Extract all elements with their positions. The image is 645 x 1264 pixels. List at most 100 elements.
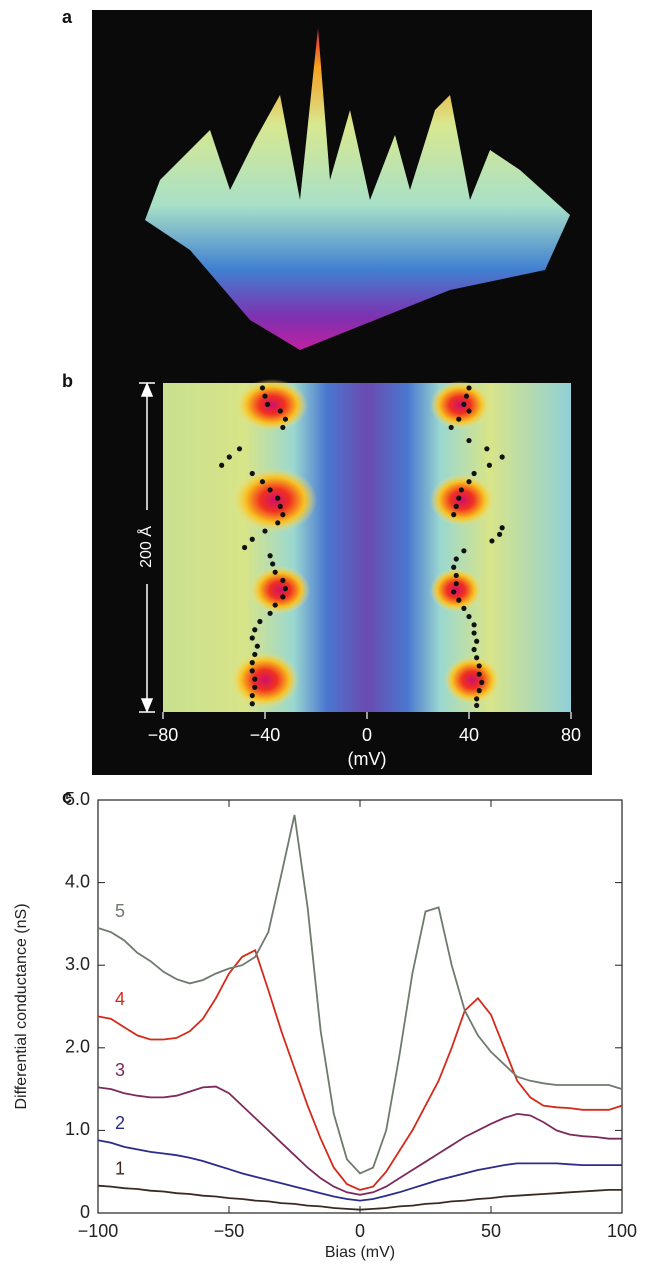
peak-dot bbox=[466, 385, 472, 391]
y-tick-label: 5.0 bbox=[65, 789, 90, 809]
peak-dot bbox=[282, 416, 288, 422]
peak-dot bbox=[476, 688, 482, 694]
peak-dot bbox=[267, 553, 273, 559]
peak-dot bbox=[456, 416, 462, 422]
peak-dot bbox=[448, 424, 454, 431]
x-tick-label: 40 bbox=[459, 725, 479, 745]
peak-dot bbox=[249, 635, 255, 641]
y-axis-label: Differential conductance (nS) bbox=[13, 903, 30, 1109]
peak-dot bbox=[499, 454, 505, 460]
peak-dot bbox=[272, 602, 278, 608]
curve-label: 3 bbox=[115, 1060, 125, 1080]
x-tick-label: −80 bbox=[148, 725, 179, 745]
curve bbox=[97, 1139, 622, 1202]
peak-dot bbox=[476, 671, 482, 677]
peak-dot bbox=[471, 470, 477, 477]
curve-label: 2 bbox=[115, 1113, 125, 1133]
x-tick-label: 80 bbox=[561, 725, 581, 745]
peak-dot bbox=[252, 627, 258, 633]
y-tick-label: 2.0 bbox=[65, 1037, 90, 1057]
peak-dot bbox=[474, 655, 480, 661]
x-tick-label: 50 bbox=[481, 1221, 501, 1241]
peak-dot bbox=[474, 696, 480, 702]
peak-dot bbox=[254, 643, 260, 649]
peak-dot bbox=[264, 401, 271, 407]
panel-label: b bbox=[62, 371, 73, 391]
peak-dot bbox=[262, 393, 268, 399]
peak-dot bbox=[474, 702, 480, 709]
peak-dot bbox=[275, 495, 281, 501]
panel-label: c bbox=[62, 787, 72, 807]
curve-label: 5 bbox=[115, 901, 125, 921]
peak-dot bbox=[451, 589, 457, 595]
peak-dot bbox=[451, 511, 457, 518]
peak-dot bbox=[280, 511, 286, 518]
peak-dot bbox=[259, 385, 266, 391]
curve-label: 4 bbox=[115, 989, 125, 1009]
peak-dot bbox=[461, 401, 467, 407]
peak-dot bbox=[466, 479, 472, 485]
peak-dot bbox=[476, 663, 482, 669]
peak-dot bbox=[466, 613, 472, 620]
peak-dot bbox=[275, 520, 281, 526]
scale-bar-gap bbox=[136, 510, 158, 584]
peak-dot bbox=[451, 564, 457, 570]
x-axis-label: Bias (mV) bbox=[325, 1244, 395, 1261]
peak-dot bbox=[497, 531, 503, 537]
peak-dot bbox=[252, 676, 258, 682]
peak-dot bbox=[277, 408, 283, 414]
x-tick-label: 0 bbox=[355, 1221, 365, 1241]
curve bbox=[97, 1085, 622, 1196]
surface-rendering bbox=[145, 28, 570, 350]
curve bbox=[97, 814, 623, 1175]
curve bbox=[97, 949, 623, 1191]
x-tick-label: 0 bbox=[362, 725, 372, 745]
peak-dot bbox=[252, 684, 258, 690]
peak-dot bbox=[249, 668, 255, 674]
peak-dot bbox=[249, 470, 255, 477]
peak-dot bbox=[474, 638, 480, 644]
peak-dot bbox=[471, 646, 477, 653]
peak-dot bbox=[499, 525, 505, 531]
peak-dot bbox=[236, 446, 243, 452]
peak-dot bbox=[489, 538, 495, 544]
peak-dot bbox=[466, 408, 472, 414]
peak-dot bbox=[259, 479, 266, 485]
peak-dot bbox=[267, 610, 273, 616]
peak-dot bbox=[456, 597, 462, 603]
peak-dot bbox=[249, 701, 255, 707]
peak-dot bbox=[453, 581, 459, 587]
y-tick-label: 3.0 bbox=[65, 954, 90, 974]
peak-dot bbox=[280, 577, 286, 584]
heatmap bbox=[163, 383, 571, 712]
curve-label: 1 bbox=[115, 1158, 125, 1178]
plot-frame bbox=[97, 799, 623, 1214]
peak-dot bbox=[262, 528, 268, 534]
x-tick-label: −50 bbox=[214, 1221, 245, 1241]
peak-dot bbox=[277, 503, 283, 509]
heatmap-blobs bbox=[231, 379, 500, 708]
peak-dot bbox=[486, 462, 492, 468]
panel-label: a bbox=[62, 7, 73, 27]
peak-dot bbox=[461, 548, 467, 554]
peak-dot bbox=[466, 437, 472, 444]
peak-dot bbox=[249, 692, 255, 699]
x-tick-label: −100 bbox=[78, 1221, 119, 1241]
peak-dot bbox=[453, 572, 459, 579]
peak-dot bbox=[471, 630, 477, 636]
peak-dot bbox=[242, 544, 248, 551]
peak-dot bbox=[458, 487, 464, 493]
peak-dot bbox=[280, 424, 286, 431]
peak-dot bbox=[267, 487, 273, 493]
x-axis-label: (mV) bbox=[348, 749, 387, 769]
peak-dot bbox=[219, 462, 225, 468]
peak-dot bbox=[456, 495, 462, 501]
peak-dot bbox=[282, 586, 288, 592]
peak-dot bbox=[463, 393, 470, 399]
peak-dot bbox=[453, 556, 459, 562]
peak-dot bbox=[272, 569, 278, 575]
peak-dot bbox=[270, 561, 276, 567]
y-tick-label: 4.0 bbox=[65, 871, 90, 891]
curve bbox=[97, 1184, 622, 1211]
